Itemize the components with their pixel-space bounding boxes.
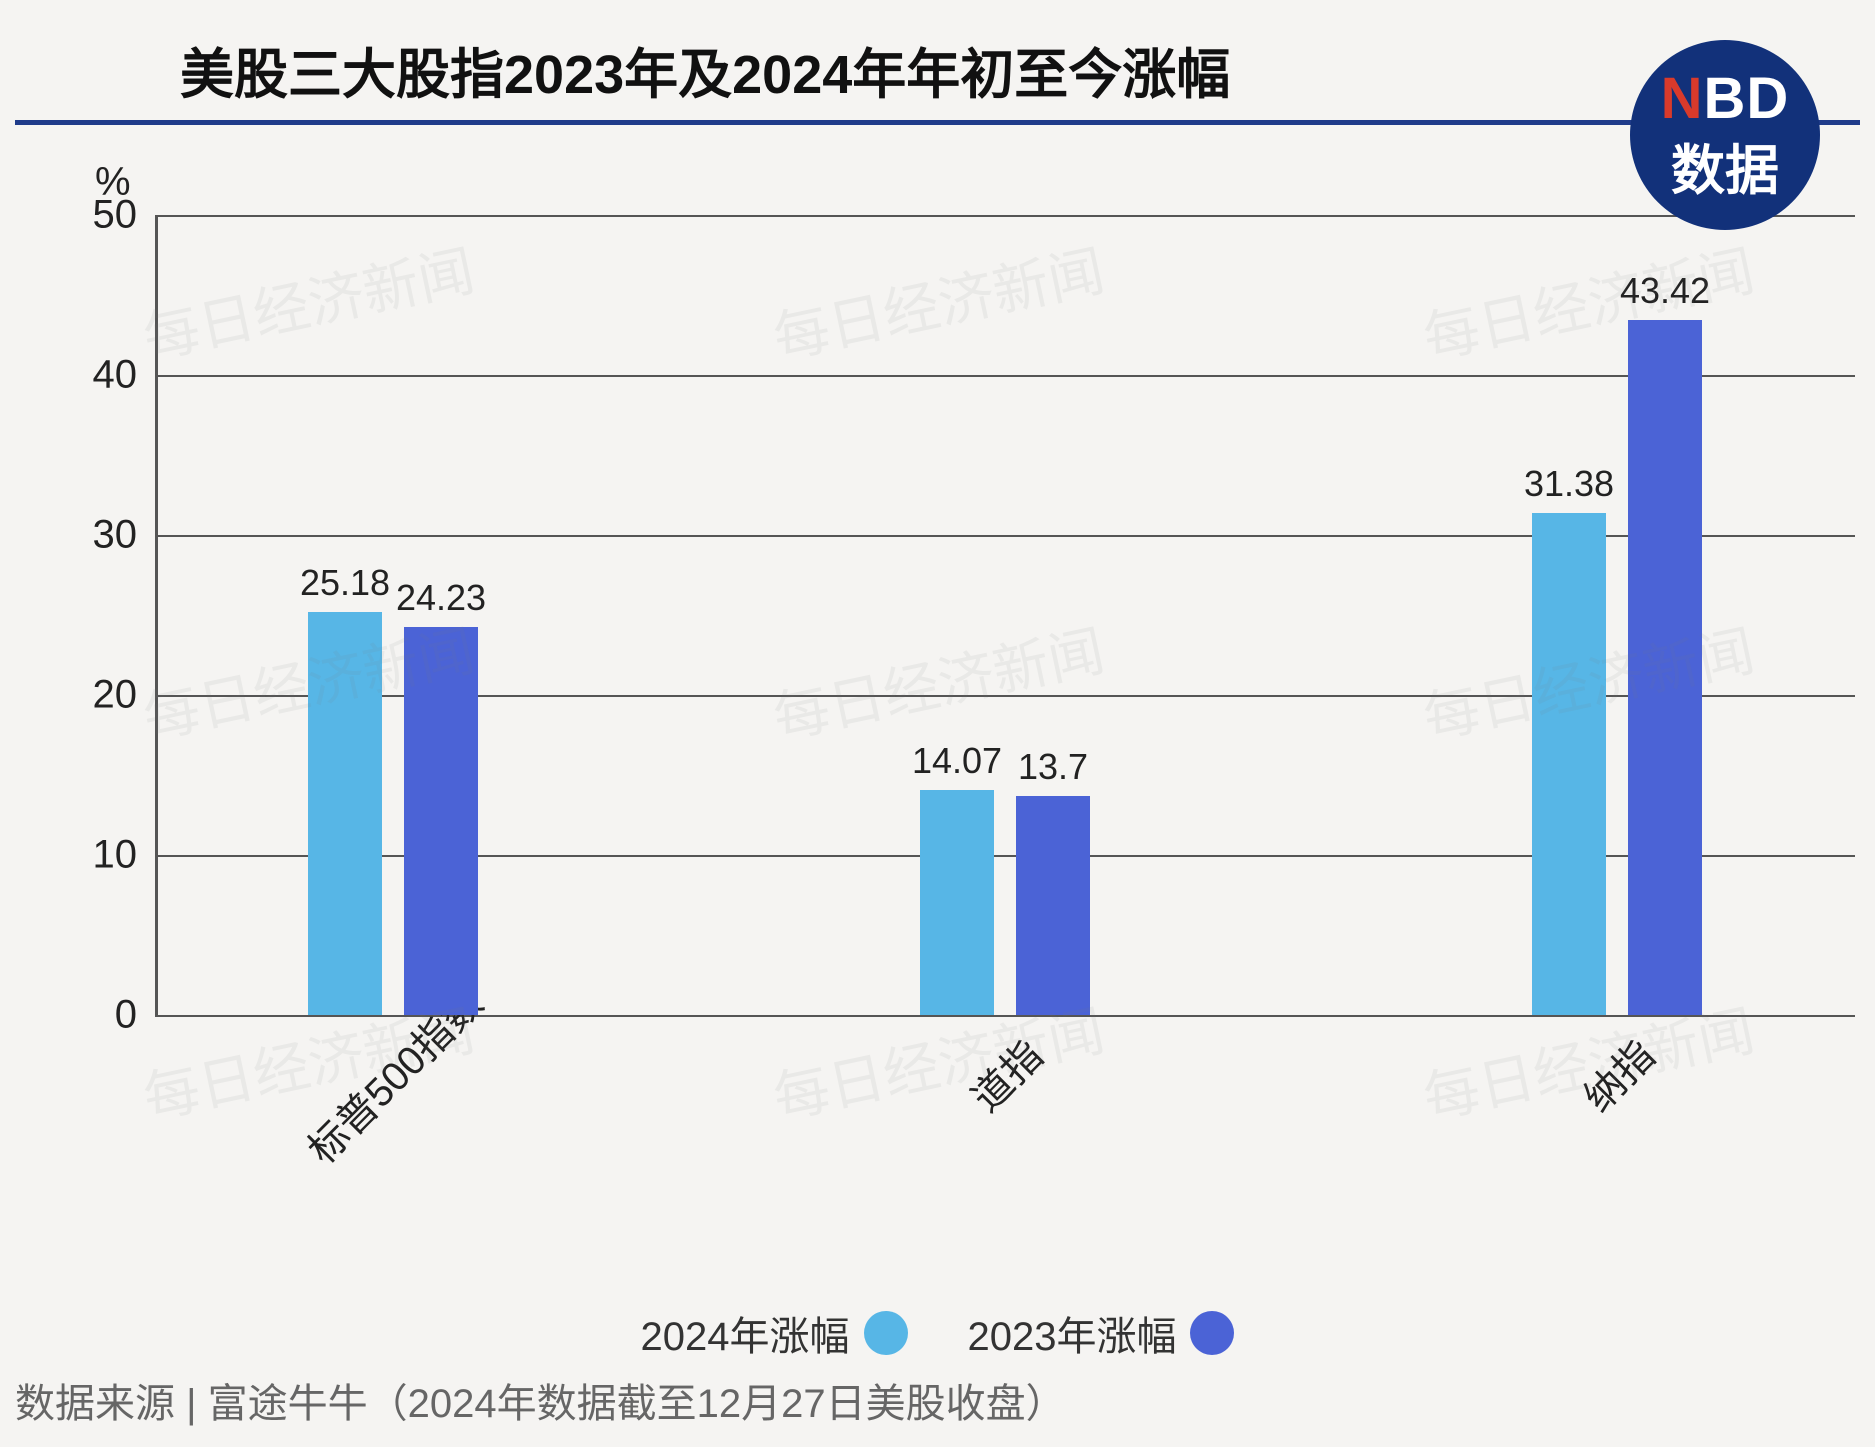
header: 美股三大股指2023年及2024年年初至今涨幅 [0,0,1875,150]
y-tick-label: 50 [93,193,138,238]
plot-region: 01020304050标普500指数25.1824.23道指14.0713.7纳… [155,215,1855,1015]
bar: 13.7 [1016,796,1090,1015]
legend-swatch [864,1311,908,1355]
y-tick-label: 20 [93,673,138,718]
bar: 25.18 [308,612,382,1015]
gridline [155,215,1855,217]
badge-bd: BD [1704,66,1790,131]
gridline [155,375,1855,377]
bar: 43.42 [1628,320,1702,1015]
bar-value-label: 43.42 [1620,270,1710,312]
y-tick-label: 10 [93,833,138,878]
y-tick-label: 40 [93,353,138,398]
bar-value-label: 24.23 [396,577,486,619]
legend-item: 2023年涨幅 [968,1304,1235,1362]
badge-n: N [1661,66,1704,131]
legend: 2024年涨幅 2023年涨幅 [0,1304,1875,1362]
x-tick-label: 道指 [956,1025,1054,1123]
x-tick-label: 纳指 [1568,1025,1666,1123]
y-tick-label: 0 [115,993,137,1038]
bar-value-label: 31.38 [1524,463,1614,505]
bar-value-label: 25.18 [300,562,390,604]
bar-value-label: 14.07 [912,740,1002,782]
y-axis [155,215,158,1015]
bar: 24.23 [404,627,478,1015]
bar-value-label: 13.7 [1018,746,1088,788]
page: 美股三大股指2023年及2024年年初至今涨幅 NBD 数据 % 0102030… [0,0,1875,1447]
legend-label: 2024年涨幅 [641,1304,850,1362]
source-label: 数据来源 | 富途牛牛（2024年数据截至12月27日美股收盘） [15,1371,1066,1429]
badge-line2: 数据 [1671,126,1779,205]
y-tick-label: 30 [93,513,138,558]
bar: 31.38 [1532,513,1606,1015]
badge-line1: NBD [1661,65,1790,132]
bar: 14.07 [920,790,994,1015]
title-underline [15,120,1860,125]
chart-area: % 01020304050标普500指数25.1824.23道指14.0713.… [0,160,1875,1280]
nbd-badge: NBD 数据 [1630,40,1820,230]
legend-item: 2024年涨幅 [641,1304,908,1362]
legend-swatch [1190,1311,1234,1355]
chart-title: 美股三大股指2023年及2024年年初至今涨幅 [180,30,1230,109]
legend-label: 2023年涨幅 [968,1304,1177,1362]
